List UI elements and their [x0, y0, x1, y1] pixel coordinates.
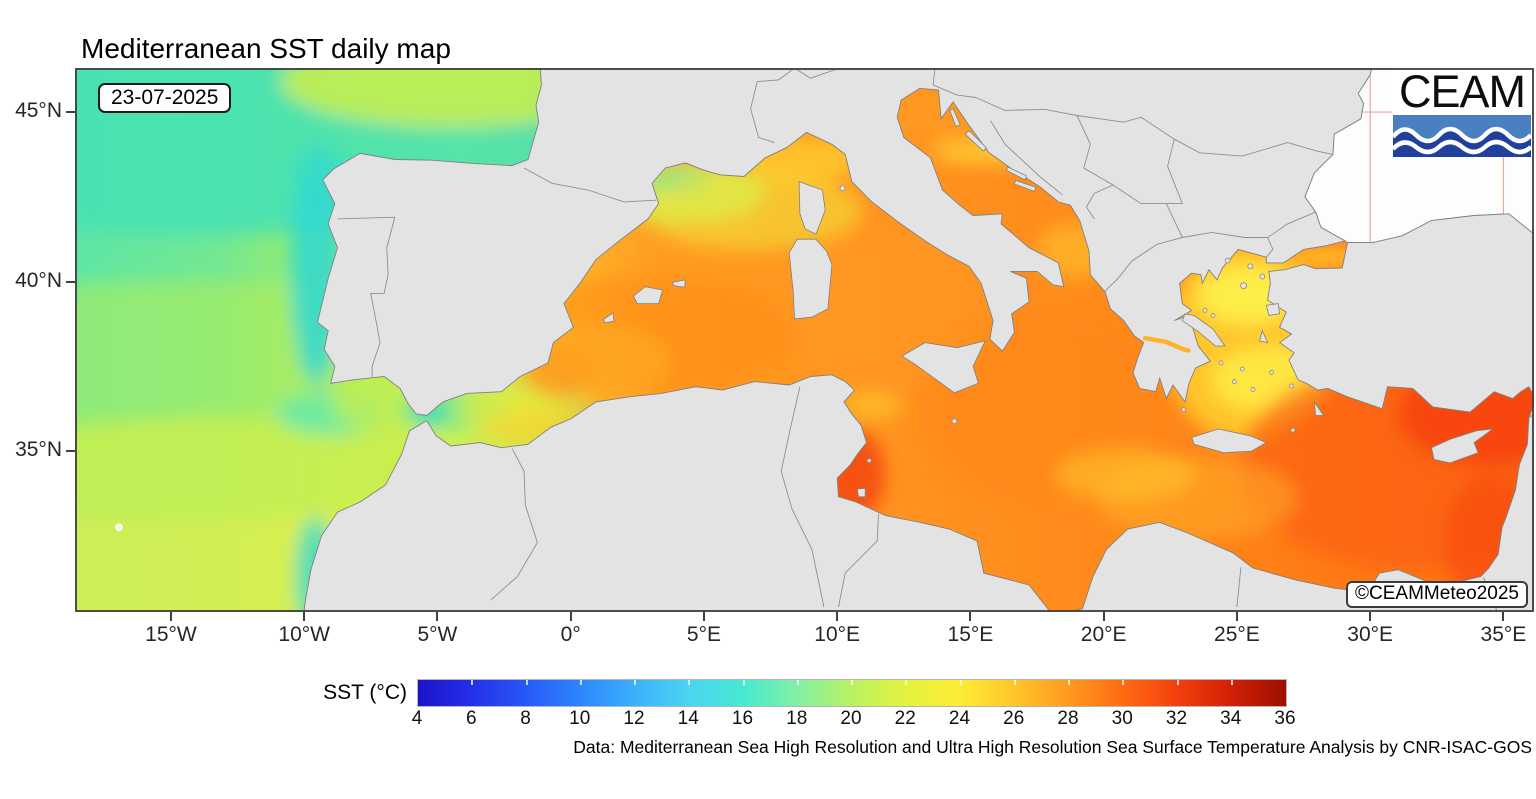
- lon-tick-label: 15°W: [145, 623, 197, 646]
- lon-tick-mark: [1369, 612, 1372, 621]
- colorbar-tick-label: 14: [677, 708, 699, 729]
- colorbar-tick-label: 8: [520, 708, 531, 729]
- colorbar-notch: [796, 680, 799, 685]
- colorbar-tick-label: 10: [569, 708, 591, 729]
- lon-tick-mark: [1502, 612, 1505, 621]
- lon-tick-label: 35°E: [1480, 623, 1527, 646]
- colorbar-tick-label: 28: [1057, 708, 1079, 729]
- colorbar-notch: [579, 680, 582, 685]
- lon-tick-mark: [1102, 612, 1105, 621]
- colorbar-tick-label: 30: [1111, 708, 1133, 729]
- colorbar-tick-label: 26: [1003, 708, 1025, 729]
- ceam-logo-text: CEAM: [1398, 66, 1526, 117]
- colorbar-label: SST (°C): [323, 681, 407, 704]
- colorbar-tick-labels: 4 6 8 10 12 14 16 18 20 22 24 26 28 30 32 34 36: [412, 708, 1296, 732]
- lon-tick-label: 5°W: [417, 623, 458, 646]
- map-panel: 23-07-2025 CEAM ©CEAMMeteo2025: [75, 68, 1534, 612]
- lon-tick-mark: [169, 612, 172, 621]
- colorbar-notch: [525, 680, 528, 685]
- lon-tick-label: 5°E: [686, 623, 721, 646]
- colorbar-notch: [959, 680, 962, 685]
- colorbar-notch: [1230, 680, 1233, 685]
- colorbar-tick-label: 32: [1165, 708, 1188, 729]
- colorbar-tick-label: 16: [731, 708, 754, 729]
- lon-tick-label: 25°E: [1214, 623, 1260, 646]
- sst-raster-map: [75, 68, 1534, 612]
- colorbar-notch: [634, 680, 636, 685]
- colorbar-tick-label: 12: [623, 708, 645, 729]
- colorbar-notch: [471, 680, 474, 685]
- colorbar-notch: [1176, 680, 1179, 685]
- lat-tick-label: 40°N: [15, 268, 62, 292]
- colorbar-gradient: [417, 679, 1287, 707]
- colorbar-notch: [1068, 680, 1070, 685]
- attribution-text: Data: Mediterranean Sea High Resolution …: [573, 737, 1532, 757]
- colorbar-tick-label: 20: [840, 708, 862, 729]
- lon-tick-mark: [569, 612, 572, 621]
- lat-tick-mark: [66, 111, 75, 114]
- date-badge: 23-07-2025: [98, 83, 232, 113]
- colorbar-notch: [1122, 680, 1125, 685]
- colorbar-tick-label: 36: [1274, 708, 1296, 729]
- lon-tick-mark: [969, 612, 972, 621]
- colorbar-notch: [688, 680, 691, 685]
- colorbar-tick-label: 22: [894, 708, 916, 729]
- colorbar-notch: [905, 680, 908, 685]
- lon-tick-mark: [436, 612, 439, 621]
- colorbar-tick-label: 6: [465, 708, 477, 729]
- colorbar-notch: [1013, 680, 1016, 685]
- copyright-watermark: ©CEAMMeteo2025: [1346, 581, 1528, 608]
- lon-tick-label: 15°E: [947, 623, 994, 646]
- colorbar-tick-label: 34: [1220, 708, 1242, 729]
- colorbar-tick-label: 18: [786, 708, 808, 729]
- lat-tick-mark: [66, 450, 75, 453]
- ceam-logo: CEAM: [1392, 66, 1532, 157]
- lon-tick-mark: [303, 612, 306, 621]
- ceam-logo-waves-icon: [1392, 115, 1532, 157]
- lon-tick-label: 0°: [560, 623, 581, 646]
- colorbar-notch: [742, 680, 745, 685]
- colorbar-tick-label: 24: [948, 708, 971, 729]
- longitude-axis: 15°W 10°W 5°W 0° 5°E 10°E 15°E 20°E 25°E 30°E 35°E: [75, 612, 1534, 658]
- lon-tick-label: 30°E: [1347, 623, 1394, 646]
- lat-tick-label: 35°N: [15, 438, 62, 462]
- lon-tick-label: 20°E: [1080, 623, 1127, 646]
- lon-tick-mark: [702, 612, 705, 621]
- lon-tick-label: 10°W: [278, 623, 330, 646]
- lat-tick-label: 45°N: [15, 99, 62, 123]
- colorbar-tick-label: 4: [411, 708, 423, 729]
- colorbar-notch: [851, 680, 853, 685]
- lon-tick-mark: [836, 612, 839, 621]
- lon-tick-label: 10°E: [814, 623, 861, 646]
- lon-tick-mark: [1235, 612, 1238, 621]
- lat-tick-mark: [66, 280, 75, 283]
- page-title: Mediterranean SST daily map: [81, 33, 451, 64]
- latitude-axis: 45°N 40°N 35°N: [0, 68, 75, 612]
